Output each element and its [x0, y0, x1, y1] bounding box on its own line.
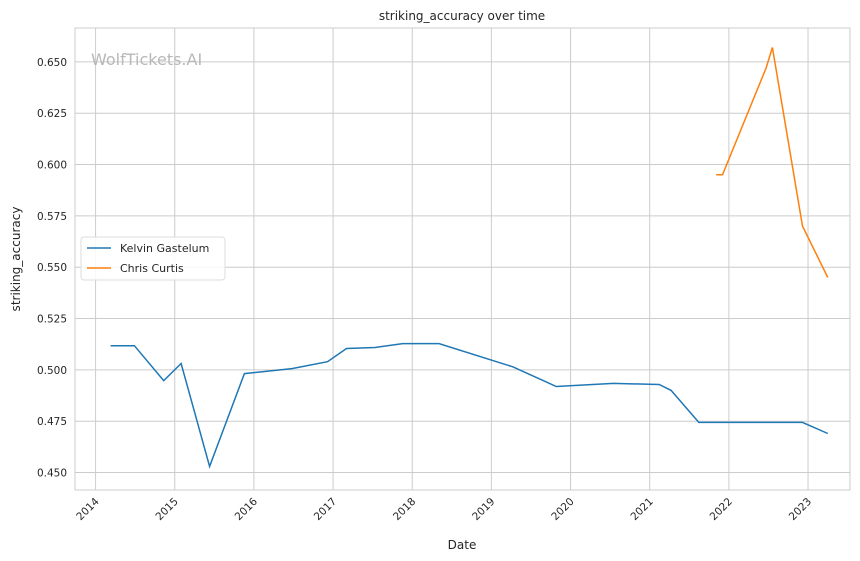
legend: Kelvin Gastelum Chris Curtis [80, 236, 226, 281]
y-tick-label: 0.475 [37, 416, 67, 428]
y-tick-label: 0.650 [37, 57, 67, 69]
x-axis-label: Date [448, 538, 477, 552]
series-line-chris-curtis [716, 47, 829, 278]
x-tick-label: 2022 [708, 496, 735, 523]
x-tick-label: 2020 [549, 496, 576, 523]
x-tick-label: 2019 [470, 496, 497, 523]
legend-box [80, 236, 226, 281]
y-tick-label: 0.500 [37, 365, 67, 377]
y-tick-label: 0.450 [37, 468, 67, 480]
x-tick-label: 2018 [391, 496, 418, 523]
legend-label-chris-curtis: Chris Curtis [120, 262, 184, 275]
x-tick-label: 2017 [312, 496, 339, 523]
x-tick-label: 2015 [153, 496, 180, 523]
x-tick-label: 2023 [787, 496, 814, 523]
legend-label-kelvin-gastelum: Kelvin Gastelum [120, 242, 209, 255]
y-tick-label: 0.600 [37, 160, 67, 172]
y-tick-label: 0.525 [37, 314, 67, 326]
y-axis-label: striking_accuracy [9, 207, 23, 312]
y-tick-label: 0.625 [37, 108, 67, 120]
watermark: WolfTickets.AI [91, 50, 202, 69]
chart-title: striking_accuracy over time [379, 9, 545, 23]
x-tick-label: 2014 [74, 495, 102, 523]
y-tick-label: 0.550 [37, 262, 67, 274]
y-tick-label: 0.575 [37, 211, 67, 223]
x-tick-label: 2016 [233, 495, 261, 523]
series-line-kelvin-gastelum [110, 342, 829, 469]
x-tick-label: 2021 [628, 496, 655, 523]
